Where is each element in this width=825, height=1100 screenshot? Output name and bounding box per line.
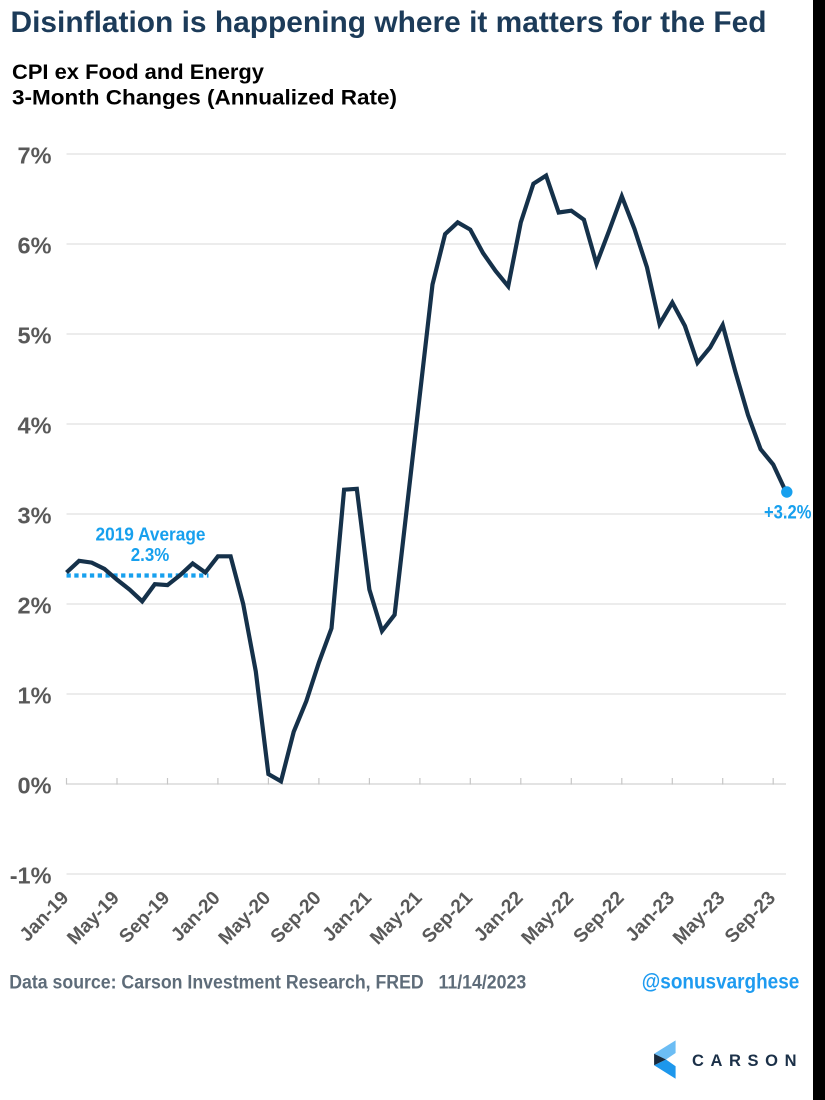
svg-text:-1%: -1%	[10, 863, 52, 889]
svg-text:Sep-20: Sep-20	[267, 888, 326, 948]
svg-text:Sep-23: Sep-23	[721, 888, 780, 948]
svg-text:May-23: May-23	[669, 888, 729, 949]
svg-text:7%: 7%	[18, 143, 52, 169]
svg-text:May-21: May-21	[366, 887, 427, 949]
svg-text:May-22: May-22	[518, 888, 578, 949]
svg-text:Sep-21: Sep-21	[418, 887, 477, 947]
svg-text:Data source: Carson Investment: Data source: Carson Investment Research,…	[9, 972, 526, 993]
svg-text:6%: 6%	[18, 233, 52, 259]
svg-text:Sep-22: Sep-22	[570, 888, 629, 948]
svg-text:2019 Average: 2019 Average	[96, 524, 206, 545]
svg-text:4%: 4%	[18, 413, 52, 439]
svg-text:2.3%: 2.3%	[131, 544, 170, 565]
svg-text:CPI ex Food and Energy: CPI ex Food and Energy	[12, 60, 264, 84]
svg-text:Sep-19: Sep-19	[115, 888, 174, 948]
svg-text:Jan-22: Jan-22	[470, 888, 527, 946]
svg-text:1%: 1%	[18, 683, 52, 709]
svg-text:Jan-20: Jan-20	[167, 888, 224, 946]
svg-text:3%: 3%	[18, 503, 52, 529]
svg-text:May-19: May-19	[63, 888, 123, 949]
svg-text:@sonusvarghese: @sonusvarghese	[642, 970, 800, 993]
svg-text:Jan-23: Jan-23	[622, 888, 679, 946]
svg-text:2%: 2%	[18, 593, 52, 619]
svg-text:3-Month Changes (Annualized Ra: 3-Month Changes (Annualized Rate)	[12, 86, 397, 110]
svg-text:0%: 0%	[18, 773, 52, 799]
svg-text:May-20: May-20	[215, 888, 275, 949]
svg-text:Disinflation is happening wher: Disinflation is happening where it matte…	[11, 6, 767, 39]
svg-text:Jan-19: Jan-19	[16, 888, 73, 946]
svg-text:+3.2%: +3.2%	[764, 503, 812, 524]
svg-text:CARSON: CARSON	[692, 1052, 797, 1070]
svg-text:5%: 5%	[18, 323, 52, 349]
svg-text:Jan-21: Jan-21	[319, 887, 377, 946]
